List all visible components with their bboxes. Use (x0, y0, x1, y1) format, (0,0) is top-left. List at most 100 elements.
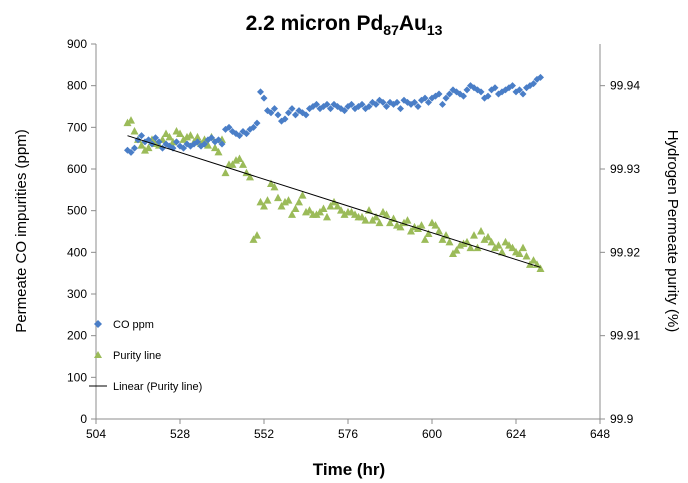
purity-point (382, 210, 391, 218)
co-series (124, 73, 544, 156)
y-tick-label: 300 (67, 287, 87, 301)
co-point (323, 100, 331, 108)
co-point (225, 123, 233, 131)
y2-tick-label: 99.9 (610, 412, 634, 426)
co-point (218, 140, 226, 148)
co-point (138, 132, 145, 140)
title-main: 2.2 micron Pd (246, 12, 384, 35)
purity-point (228, 160, 237, 168)
co-point (425, 98, 432, 106)
axes (95, 44, 601, 420)
co-point (271, 105, 278, 113)
x-tick-label: 648 (590, 427, 610, 441)
title-sub1: 87 (383, 22, 399, 38)
purity-point (361, 216, 370, 224)
co-point (383, 103, 390, 110)
purity-point (284, 196, 293, 204)
purity-point (452, 246, 461, 254)
y-axis-title: Permeate CO impurities (ppm) (13, 129, 30, 332)
purity-point (431, 221, 440, 229)
purity-point (407, 227, 415, 235)
co-point (250, 123, 257, 131)
co-point (292, 111, 299, 119)
y-tick-label: 800 (67, 79, 87, 93)
y-tick-label: 700 (67, 120, 87, 134)
co-point (372, 100, 380, 108)
y-tick-label: 400 (67, 245, 87, 259)
y2-tick-label: 99.92 (610, 245, 640, 259)
purity-point (386, 218, 394, 227)
co-point (253, 119, 261, 127)
purity-point (137, 141, 146, 149)
co-point (208, 134, 215, 142)
x-tick-label: 504 (86, 427, 106, 441)
co-point (537, 73, 544, 81)
purity-point (421, 235, 429, 243)
title-sub2: 13 (427, 22, 443, 38)
purity-point (435, 227, 443, 235)
purity-point (165, 132, 174, 141)
chart-title: 2.2 micron Pd87Au13 (246, 12, 443, 38)
legend: CO ppm Purity line Linear (Purity line) (89, 319, 202, 393)
co-point (411, 98, 418, 106)
purity-point (326, 202, 335, 210)
co-point (222, 125, 229, 133)
x-tick-label: 600 (422, 427, 442, 441)
purity-point (480, 235, 489, 243)
x-tick-label: 576 (338, 427, 358, 441)
co-point (358, 100, 366, 108)
purity-point (127, 116, 135, 124)
co-point (267, 109, 275, 117)
purity-point (438, 235, 447, 243)
purity-point (358, 212, 366, 221)
co-point (327, 105, 334, 113)
purity-point (305, 206, 314, 214)
co-point (446, 90, 453, 98)
co-point (484, 92, 492, 100)
co-point (201, 140, 208, 148)
purity-point (522, 252, 531, 260)
co-point (180, 144, 187, 152)
purity-point (337, 206, 345, 214)
co-point (414, 103, 422, 110)
co-point (288, 105, 296, 113)
purity-point (529, 256, 538, 264)
co-point (274, 111, 282, 119)
purity-point (424, 229, 433, 237)
co-point (348, 100, 355, 108)
purity-point (260, 202, 268, 210)
co-point (236, 132, 243, 140)
purity-point (515, 249, 524, 257)
purity-point (179, 135, 188, 143)
x-tick-label: 624 (506, 427, 526, 441)
purity-point (144, 143, 153, 152)
trendline (127, 135, 541, 268)
purity-point (263, 196, 272, 204)
legend-item-co: CO ppm (94, 319, 154, 331)
co-point (281, 115, 289, 123)
purity-point (487, 237, 496, 246)
co-point (302, 111, 310, 119)
tick-marks (91, 43, 605, 424)
purity-point (130, 127, 139, 135)
purity-point (239, 160, 247, 168)
co-point (519, 90, 527, 98)
purity-point (123, 118, 132, 127)
purity-point (253, 231, 261, 239)
purity-point (204, 141, 212, 149)
purity-point (396, 222, 405, 231)
purity-point (256, 197, 265, 206)
purity-point (519, 243, 527, 252)
purity-point (211, 143, 219, 152)
purity-point (466, 243, 475, 252)
purity-point (340, 210, 349, 218)
legend-co-label: CO ppm (113, 319, 154, 331)
purity-point (319, 204, 328, 212)
purity-point (417, 221, 426, 229)
co-point (442, 94, 450, 102)
purity-point (277, 202, 286, 210)
co-point (397, 105, 404, 113)
purity-point (470, 231, 478, 239)
co-point (257, 88, 264, 96)
y2-tick-label: 99.94 (610, 79, 640, 93)
